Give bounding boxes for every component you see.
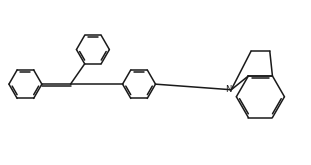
Text: N: N	[225, 85, 231, 94]
